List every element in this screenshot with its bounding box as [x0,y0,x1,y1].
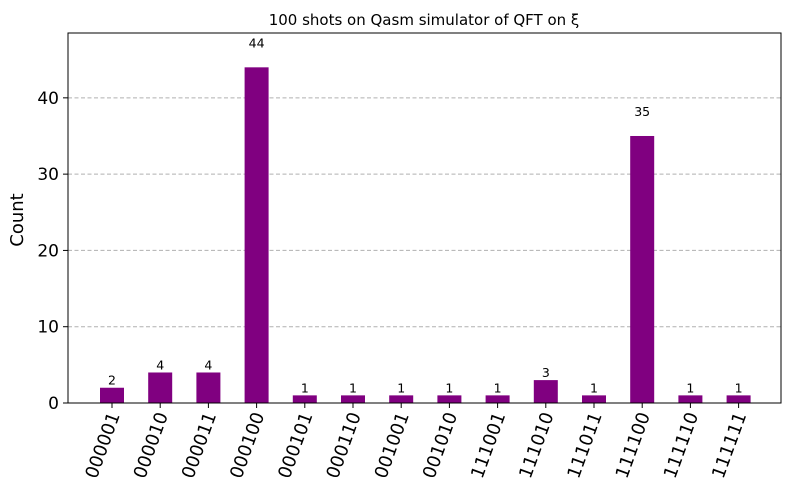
bar-111100 [630,135,655,403]
x-tick-label: 111010 [515,410,558,482]
bar-000001 [100,387,124,403]
bar-000110 [341,395,365,403]
y-tick-label: 30 [37,165,59,185]
y-tick-label: 20 [37,241,59,261]
bar-000010 [148,372,173,403]
data-label: 35 [634,104,650,119]
x-tick-label: 001010 [419,410,462,482]
data-label: 1 [735,380,743,395]
y-gridlines [68,97,781,328]
data-label: 4 [204,357,212,372]
x-tick-label: 111100 [612,410,655,482]
bar-111011 [582,395,606,403]
x-tick-label: 000100 [226,410,269,482]
x-tick-label: 111011 [563,410,606,482]
x-tick-label: 111111 [708,410,751,482]
y-tick-label: 10 [37,318,59,338]
bar-111001 [485,395,510,403]
x-tick-label: 000011 [178,410,221,482]
bar-000100 [244,67,269,403]
bar-000011 [196,372,221,403]
data-label: 1 [590,380,598,395]
data-label: 3 [542,365,550,380]
plot-frame [67,32,782,404]
data-label: 1 [445,380,453,395]
bars [100,67,751,403]
y-tick-label: 40 [37,89,59,109]
y-axis-label: Count [7,193,28,246]
x-tick-label: 000001 [81,410,124,482]
bar-001010 [437,395,462,403]
data-label: 1 [349,380,357,395]
data-label: 2 [108,373,116,388]
data-label: 4 [156,357,164,372]
data-label: 1 [301,380,309,395]
x-tick-label: 000010 [130,410,173,482]
x-tick-label: 111110 [660,410,703,482]
y-tick-label: 0 [48,394,59,414]
x-tick-label: 111001 [467,410,510,482]
x-tick-label: 000101 [274,410,317,482]
bar-000101 [292,395,317,403]
x-tick-label: 000110 [322,410,365,482]
bar-111111 [726,395,751,403]
chart-title: 100 shots on Qasm simulator of QFT on ξ [269,11,580,29]
y-axis: 0 10 20 30 40 [37,89,68,414]
bar-111010 [533,380,558,403]
data-label: 1 [494,380,502,395]
bar-111110 [678,395,703,403]
x-tick-label: 001001 [371,410,414,482]
data-label: 44 [249,35,265,50]
data-label: 1 [397,380,405,395]
bar-001001 [389,395,414,403]
data-label: 1 [686,380,694,395]
x-axis: 000001 000010 000011 000100 000101 000110 0010… [81,403,751,481]
